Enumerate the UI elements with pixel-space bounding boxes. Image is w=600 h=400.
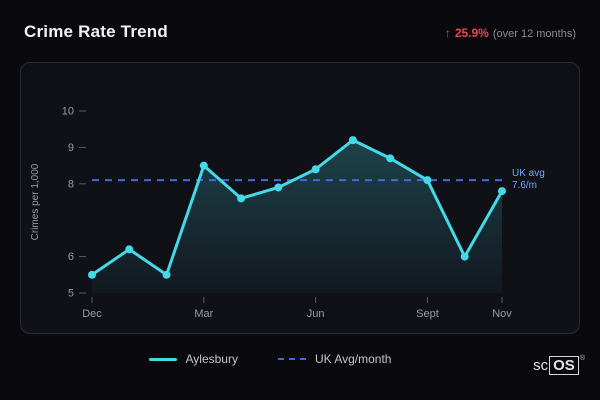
scos-logo: sc OS ®: [533, 355, 585, 375]
page-title: Crime Rate Trend: [24, 22, 168, 41]
legend: Aylesbury UK Avg/month: [0, 352, 540, 366]
trend-stat: ↑ 25.9% (over 12 months): [445, 26, 576, 40]
y-tick-label: 10: [62, 106, 74, 118]
data-point[interactable]: [274, 183, 283, 192]
uk-avg-swatch: [277, 358, 306, 360]
registered-mark-icon: ®: [579, 355, 585, 362]
aylesbury-swatch: [148, 357, 177, 361]
x-tick-label: Dec: [82, 308, 102, 320]
y-tick-label: 6: [68, 251, 74, 263]
y-tick-label: 8: [68, 178, 74, 190]
header: Crime Rate Trend ↑ 25.9% (over 12 months…: [24, 22, 576, 42]
crime-trend-chart: 5 6 8 9 10 Dec Mar Jun Sept Nov Crimes per 1,000 UK…: [30, 106, 545, 321]
data-point[interactable]: [311, 165, 320, 174]
data-point[interactable]: [498, 187, 506, 196]
chart-card: 5 6 8 9 10 Dec Mar Jun Sept Nov Crimes per 1,000 UK…: [20, 62, 580, 334]
logo-prefix: sc: [533, 357, 549, 374]
data-point[interactable]: [386, 154, 395, 163]
logo-box: OS: [549, 356, 579, 375]
data-point[interactable]: [460, 252, 469, 261]
data-point[interactable]: [125, 245, 134, 254]
data-point[interactable]: [162, 270, 171, 279]
y-axis-title: Crimes per 1,000: [30, 163, 41, 240]
uk-avg-label: 7.6/m: [512, 180, 537, 191]
y-tick-label: 9: [68, 142, 74, 154]
x-tick-label: Mar: [194, 308, 213, 320]
legend-label: Aylesbury: [185, 352, 238, 366]
x-tick-label: Nov: [492, 308, 512, 320]
legend-item-uk-avg[interactable]: UK Avg/month: [277, 352, 392, 366]
uk-avg-label: UK avg: [512, 168, 545, 179]
x-tick-label: Jun: [307, 308, 325, 320]
up-arrow-icon: ↑: [444, 26, 451, 40]
y-tick-label: 5: [68, 288, 74, 300]
data-point[interactable]: [237, 194, 246, 203]
data-point[interactable]: [423, 176, 432, 185]
trend-caption: (over 12 months): [492, 28, 576, 40]
data-point[interactable]: [88, 270, 96, 279]
data-point[interactable]: [199, 161, 208, 170]
x-tick-label: Sept: [416, 308, 439, 320]
legend-item-aylesbury[interactable]: Aylesbury: [148, 352, 238, 366]
legend-label: UK Avg/month: [314, 352, 392, 366]
trend-value: 25.9%: [454, 26, 489, 40]
area-fill: [92, 140, 502, 293]
data-point[interactable]: [348, 136, 357, 145]
aylesbury-line: [90, 138, 504, 277]
